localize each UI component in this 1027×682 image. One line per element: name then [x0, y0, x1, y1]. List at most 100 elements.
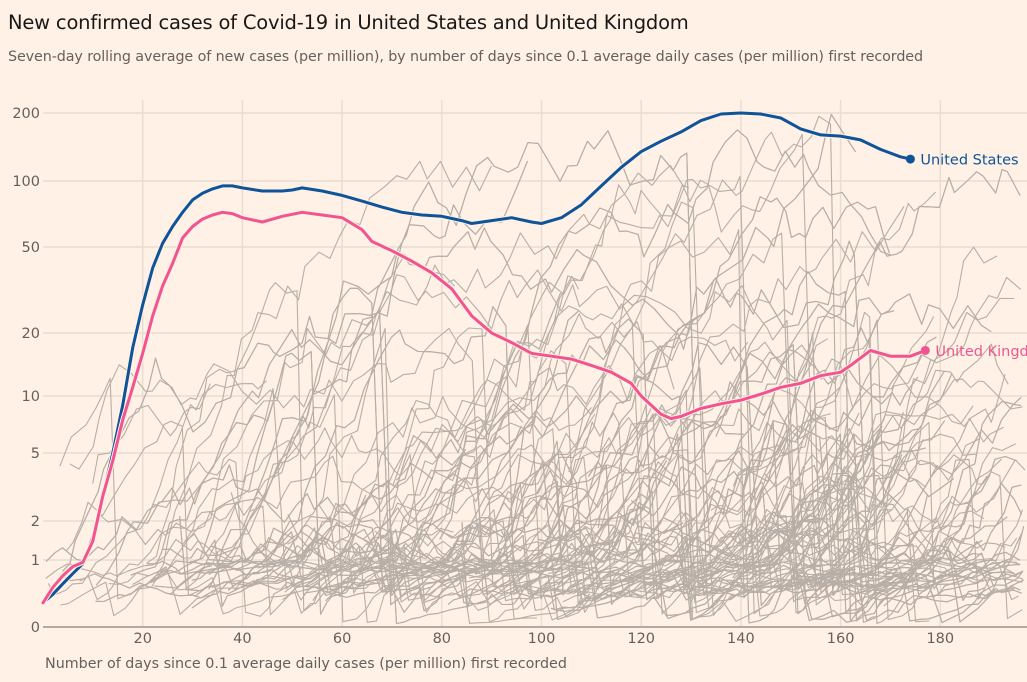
country-line [208, 227, 894, 589]
x-tick-label: 60 [333, 631, 351, 647]
country-line [395, 303, 903, 603]
x-tick-label: 20 [133, 631, 151, 647]
country-line [543, 425, 883, 601]
country-line [161, 519, 614, 574]
country-line [397, 421, 744, 612]
country-line [862, 552, 994, 587]
country-line [544, 113, 856, 571]
country-line [215, 306, 904, 607]
series-united-kingdom: United Kingdom [40, 209, 1027, 606]
country-line [812, 378, 1023, 567]
country-line [652, 468, 748, 577]
country-line [693, 336, 937, 580]
country-line [96, 455, 930, 623]
country-line [750, 354, 974, 510]
country-line [419, 435, 870, 597]
series-line [41, 210, 927, 605]
country-line [784, 531, 1023, 594]
country-line [786, 297, 1015, 561]
country-line [79, 380, 267, 582]
country-line [714, 540, 899, 593]
country-line [227, 517, 684, 591]
country-line [233, 175, 860, 615]
y-tick-label: 1 [31, 553, 40, 569]
x-tick-label: 180 [926, 631, 954, 647]
country-line [169, 536, 294, 596]
series-line [41, 111, 912, 605]
country-line [190, 533, 373, 568]
country-line [210, 531, 338, 596]
country-line [481, 316, 935, 517]
country-line [376, 524, 474, 591]
series-end-marker [920, 345, 930, 355]
country-line [69, 327, 892, 610]
country-line [553, 348, 919, 594]
x-tick-label: 140 [727, 631, 755, 647]
series-end-marker [905, 154, 915, 164]
x-tick-label: 120 [627, 631, 655, 647]
series-united-states: United States [40, 110, 1019, 606]
country-line [772, 371, 945, 568]
country-line [194, 130, 1021, 598]
country-line [325, 292, 562, 602]
country-line [144, 494, 367, 607]
y-tick-label: 200 [12, 106, 40, 122]
chart-title: New confirmed cases of Covid-19 in Unite… [8, 11, 689, 34]
y-tick-label: 100 [12, 174, 40, 190]
country-line [345, 429, 788, 621]
y-tick-label: 5 [31, 446, 40, 462]
x-tick-label: 160 [827, 631, 855, 647]
country-line [740, 521, 861, 546]
country-line [816, 433, 929, 589]
country-line [764, 433, 988, 612]
y-tick-label: 50 [22, 240, 40, 256]
country-line [656, 297, 895, 591]
country-line [287, 524, 538, 624]
country-line [208, 206, 905, 623]
country-line [146, 559, 500, 578]
country-line [543, 421, 1018, 595]
country-line [705, 524, 817, 617]
country-line [883, 526, 1025, 623]
x-tick-label: 100 [528, 631, 556, 647]
x-axis-ticks: 20 40 60 80 100 120 140 160 180 [133, 631, 954, 647]
x-axis-label: Number of days since 0.1 average daily c… [45, 656, 567, 672]
country-line [715, 270, 1022, 623]
country-line [729, 516, 1008, 600]
series-end-label: United Kingdom [935, 344, 1027, 360]
y-tick-label: 0 [31, 620, 40, 636]
country-line [494, 464, 830, 605]
country-line [421, 462, 899, 619]
chart-subtitle: Seven-day rolling average of new cases (… [8, 49, 923, 65]
country-line [379, 530, 1024, 618]
country-line [392, 191, 936, 596]
country-line [587, 313, 703, 478]
country-line [186, 133, 922, 606]
country-line [130, 196, 890, 615]
country-line [184, 533, 1015, 601]
country-line [692, 420, 926, 593]
country-line [536, 466, 1021, 624]
country-line [287, 514, 1015, 620]
y-tick-label: 2 [31, 514, 40, 530]
y-tick-label: 20 [22, 326, 40, 342]
background-country-lines [45, 113, 1026, 625]
country-line [474, 338, 828, 594]
country-line [264, 160, 529, 499]
country-line [95, 308, 522, 606]
highlight-series-lines: United States United Kingdom [40, 110, 1027, 606]
y-tick-label: 10 [22, 389, 40, 405]
country-line [92, 383, 211, 484]
country-line [742, 293, 992, 491]
country-line [194, 130, 1021, 598]
country-line [510, 466, 1022, 623]
country-line [45, 464, 544, 625]
country-line [182, 275, 580, 598]
country-line [859, 276, 1022, 537]
country-line [697, 332, 832, 594]
country-line [597, 232, 824, 614]
x-tick-label: 80 [433, 631, 451, 647]
country-line [62, 287, 469, 613]
country-line [779, 499, 1019, 602]
country-line [538, 502, 985, 602]
